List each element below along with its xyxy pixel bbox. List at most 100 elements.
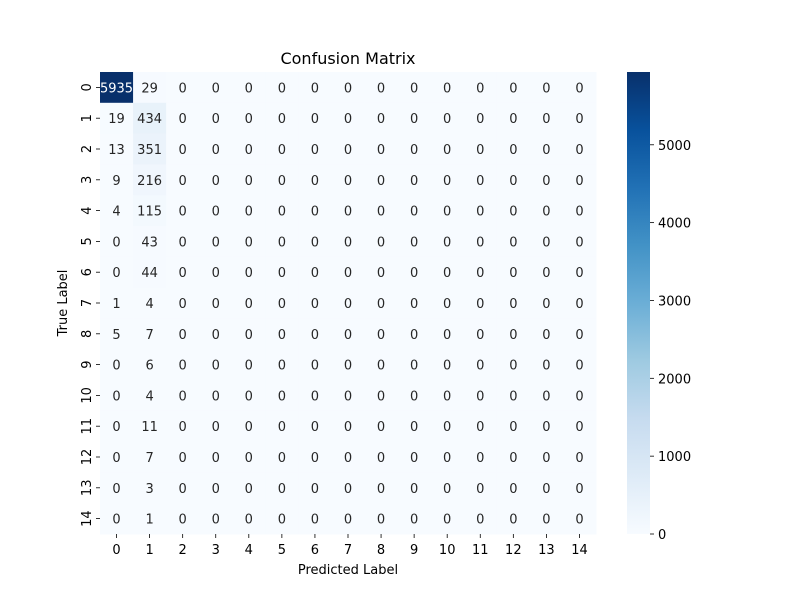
cell-value-label: 0: [245, 143, 253, 158]
cell-value-label: 0: [410, 235, 418, 250]
cell-value-label: 0: [443, 235, 451, 250]
heatmap-cell: [298, 195, 332, 227]
heatmap-cell: [496, 164, 531, 196]
x-tick-label: 11: [472, 543, 489, 558]
cell-value-label: 0: [278, 112, 286, 127]
heatmap-cell: [430, 318, 465, 350]
colorbar-tick-label: 0: [658, 528, 666, 543]
cell-value-label: 11: [141, 420, 158, 435]
heatmap-cell: [100, 102, 134, 135]
cell-value-label: 0: [443, 297, 451, 312]
x-axis-ticks: 0 1 2 3 4 5 6 7 8 9 10 11 12 13 14: [112, 534, 588, 558]
heatmap-cell: [364, 380, 399, 412]
cell-value-label: 0: [542, 112, 550, 127]
heatmap-cell: [529, 503, 564, 535]
cell-value-label: 0: [311, 266, 319, 281]
cell-value-label: 0: [278, 389, 286, 404]
heatmap-cell: [232, 503, 266, 535]
cell-value-label: 0: [575, 81, 583, 96]
cell-value-label: 0: [245, 297, 253, 312]
colorbar-tick-label: 3000: [658, 294, 691, 309]
heatmap-cell: [496, 410, 531, 443]
heatmap-cell: [265, 380, 299, 412]
heatmap-cell: [265, 410, 299, 443]
heatmap-cell: [496, 318, 531, 350]
heatmap-cell: [133, 318, 167, 350]
cell-value-label: 0: [476, 81, 484, 96]
cell-value-label: 0: [245, 359, 253, 374]
cell-value-label: 0: [278, 420, 286, 435]
cell-value-label: 0: [575, 451, 583, 466]
heatmap-cell: [199, 195, 233, 227]
heatmap-cell: [397, 133, 432, 165]
heatmap-cell: [430, 380, 465, 412]
cell-value-label: 0: [245, 112, 253, 127]
y-tick-label: 1: [80, 114, 95, 122]
heatmap-cell: [100, 380, 134, 412]
heatmap-cell: [166, 72, 200, 104]
heatmap-cell: [529, 380, 564, 412]
heatmap-cell: [463, 102, 498, 135]
heatmap-cell: [463, 380, 498, 412]
cell-value-label: 0: [179, 328, 187, 343]
heatmap-cell: [133, 441, 167, 473]
cell-value-label: 19: [108, 112, 125, 127]
heatmap-cell: [199, 102, 233, 135]
heatmap-cell: [496, 287, 531, 319]
cell-value-label: 7: [145, 328, 153, 343]
heatmap-cell: [331, 164, 366, 196]
cell-value-label: 0: [112, 420, 120, 435]
cell-value-label: 29: [141, 81, 158, 96]
cell-value-label: 0: [509, 143, 517, 158]
heatmap-cell: [199, 256, 233, 289]
cell-value-label: 0: [476, 297, 484, 312]
cell-value-label: 0: [112, 266, 120, 281]
heatmap-cell: [463, 287, 498, 319]
cell-value-label: 0: [476, 174, 484, 189]
cell-value-label: 0: [179, 420, 187, 435]
cell-value-label: 0: [212, 266, 220, 281]
heatmap-cell: [166, 287, 200, 319]
heatmap-cell: [463, 441, 498, 473]
heatmap-cell: [463, 133, 498, 165]
heatmap-cell: [529, 133, 564, 165]
heatmap-cell: [232, 287, 266, 319]
cell-value-label: 0: [443, 328, 451, 343]
heatmap-cell: [496, 72, 531, 104]
heatmap-cell: [331, 287, 366, 319]
heatmap-cell: [364, 102, 399, 135]
cell-value-label: 0: [278, 81, 286, 96]
cell-value-label: 0: [245, 482, 253, 497]
heatmap-cell: [100, 256, 134, 289]
cell-value-label: 0: [410, 482, 418, 497]
cell-value-labels: 5935 29 0 0 0 0 0 0 0 0 0 0 0 0 019 434 0 0 0 0 0 0 0 0 0 0 0 0 013 3…: [100, 81, 584, 527]
heatmap-cell: [496, 133, 531, 165]
cell-value-label: 0: [410, 389, 418, 404]
cell-value-label: 1: [145, 513, 153, 528]
cell-value-label: 0: [311, 205, 319, 220]
heatmap-cell: [397, 410, 432, 443]
cell-value-label: 0: [245, 420, 253, 435]
cell-value-label: 0: [344, 451, 352, 466]
heatmap-cell: [100, 318, 134, 350]
heatmap-cell: [166, 164, 200, 196]
heatmap-cells: [100, 72, 597, 535]
heatmap-cell: [364, 287, 399, 319]
cell-value-label: 0: [212, 174, 220, 189]
heatmap-cell: [100, 349, 134, 381]
y-tick-label: 2: [80, 145, 95, 153]
heatmap-cell: [397, 287, 432, 319]
heatmap-cell: [166, 195, 200, 227]
y-tick-label: 13: [80, 480, 95, 497]
heatmap-cell: [232, 164, 266, 196]
cell-value-label: 0: [410, 174, 418, 189]
cell-value-label: 434: [137, 112, 162, 127]
heatmap-cell: [562, 380, 597, 412]
cell-value-label: 0: [476, 143, 484, 158]
heatmap-cell: [463, 195, 498, 227]
cell-value-label: 0: [575, 389, 583, 404]
heatmap-cell: [265, 133, 299, 165]
cell-value-label: 0: [476, 235, 484, 250]
cell-value-label: 0: [179, 112, 187, 127]
y-tick-label: 4: [80, 206, 95, 214]
